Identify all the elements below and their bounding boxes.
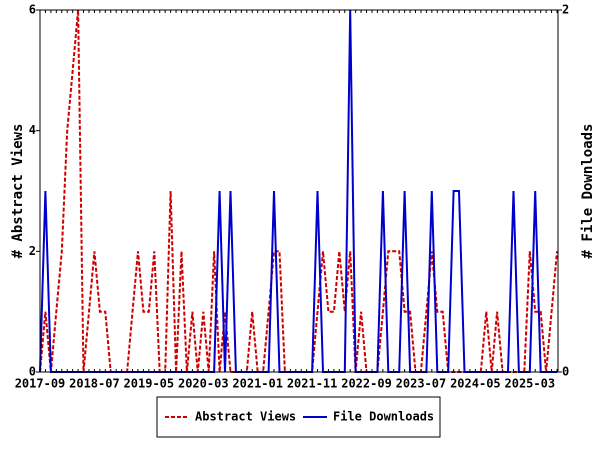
y2-tick-label: 0 <box>562 365 569 379</box>
legend-box <box>156 396 441 438</box>
y-axis-title: # Abstract Views <box>10 124 26 259</box>
x-tick-label: 2017-09 <box>15 377 66 391</box>
y-tick-label: 2 <box>29 244 36 258</box>
legend-label: Abstract Views <box>195 410 296 424</box>
x-tick-label: 2022-09 <box>341 377 392 391</box>
series-line <box>39 9 557 373</box>
x-tick-label: 2023-07 <box>396 377 447 391</box>
plot-frame <box>39 9 559 373</box>
y2-tick-label: 2 <box>562 3 569 17</box>
y-tick-label: 4 <box>29 123 36 137</box>
y-tick-label: 6 <box>29 3 36 17</box>
x-tick-label: 2021-11 <box>287 377 338 391</box>
x-tick-label: 2025-03 <box>505 377 556 391</box>
legend-label: File Downloads <box>333 410 434 424</box>
y2-axis-title: # File Downloads <box>580 124 596 259</box>
x-tick-label: 2020-03 <box>178 377 229 391</box>
series-line <box>39 9 558 373</box>
x-tick-label: 2019-05 <box>124 377 175 391</box>
y-tick-label: 0 <box>29 365 36 379</box>
x-tick-label: 2018-07 <box>69 377 120 391</box>
x-tick-label: 2024-05 <box>450 377 501 391</box>
x-tick-label: 2021-01 <box>232 377 283 391</box>
